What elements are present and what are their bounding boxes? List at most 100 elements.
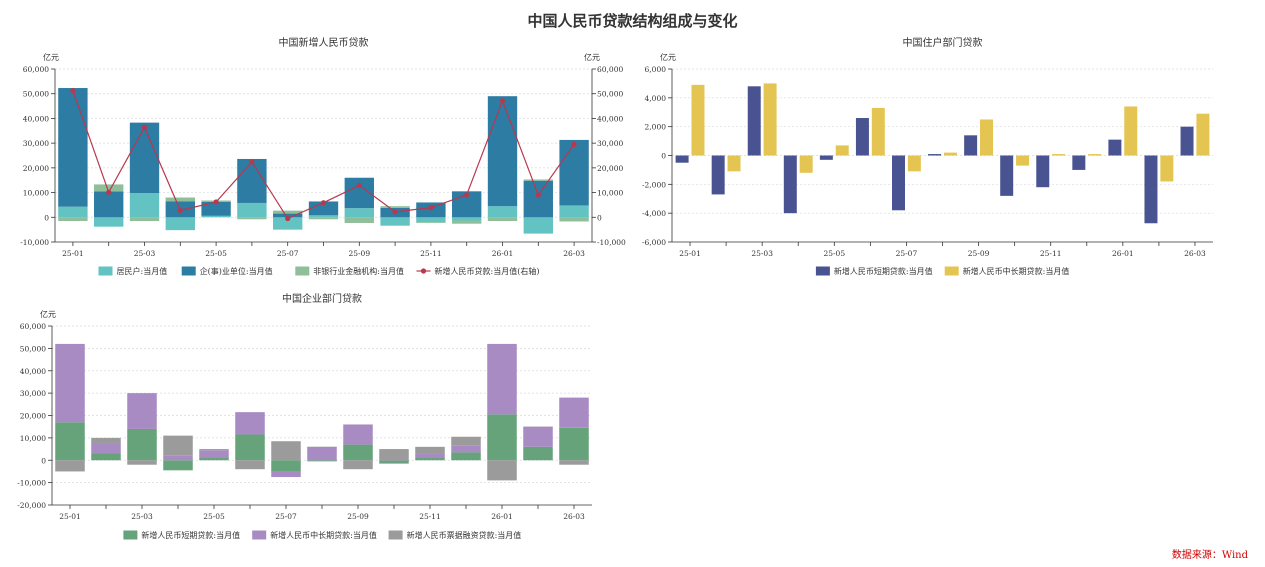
y-tick-label: 2,000 (645, 123, 667, 132)
bar-hh_long (763, 83, 777, 156)
bar-corp_long (235, 412, 265, 435)
bar-hh_short (675, 155, 689, 163)
legend: 新增人民币短期贷款:当月值 新增人民币中长期贷款:当月值 (815, 266, 1070, 276)
bar-hh_short (1072, 155, 1086, 170)
x-tick-label: 25-11 (1040, 249, 1062, 258)
y-tick-label: 10,000 (23, 189, 49, 198)
bar-corporates (94, 191, 124, 218)
bar-corp_long (163, 455, 193, 461)
y-tick-label: 50,000 (23, 90, 49, 99)
y-axis-unit: 亿元 (40, 309, 56, 319)
bar-hh_long (691, 84, 705, 156)
bar-residents (273, 217, 303, 230)
bar-corp_short (523, 446, 553, 461)
total-loans-point (499, 98, 506, 104)
legend-label: 新增人民币短期贷款:当月值 (141, 530, 240, 540)
x-tick-label: 25-07 (277, 249, 299, 258)
bar-nonbank (129, 217, 160, 221)
legend-label: 新增人民币中长期贷款:当月值 (963, 266, 1070, 276)
bar-nonbank (416, 222, 446, 223)
main-title: 中国人民币贷款结构组成与变化 (527, 12, 738, 30)
bar-corp_short (199, 458, 229, 461)
legend-swatch (944, 266, 959, 276)
y-tick-label: 0 (661, 152, 666, 161)
x-tick-label: 25-05 (203, 512, 225, 521)
y-tick-label: 4,000 (645, 94, 667, 103)
bar-residents (237, 202, 267, 218)
bar-nonbank (452, 220, 482, 224)
bar-corp_long (199, 450, 229, 459)
chart-title: 中国住户部门贷款 (903, 36, 983, 49)
bar-corp_bill (55, 460, 85, 472)
x-tick-label: 25-01 (62, 249, 84, 258)
total-loans-point (213, 199, 219, 205)
bar-corp_long (487, 343, 517, 415)
bar-corporates (129, 122, 160, 194)
x-tick-label: 25-09 (348, 249, 370, 258)
bar-nonbank (559, 217, 589, 222)
legend: 居民户:当月值 企(事)业单位:当月值 非银行业金融机构:当月值 新增人民币贷款:当月… (98, 266, 539, 276)
bar-nonbank (273, 210, 303, 214)
bar-hh_short (855, 118, 869, 156)
bar-residents (308, 215, 339, 218)
y2-tick-label: 60,000 (597, 65, 623, 74)
bar-corp_bill (163, 435, 193, 456)
x-tick-label: 25-03 (131, 512, 153, 521)
legend-label: 居民户:当月值 (117, 266, 168, 276)
bar-hh_long (871, 107, 885, 156)
bar-hh_long (727, 155, 741, 172)
y-tick-label: 30,000 (20, 389, 46, 398)
bar-residents (94, 217, 124, 227)
bar-corporates (237, 158, 267, 203)
y-tick-label: 10,000 (20, 434, 46, 443)
bar-corp_short (379, 460, 409, 464)
bar-hh_long (1052, 154, 1066, 156)
x-tick-label: 25-03 (134, 249, 156, 258)
chart-title: 中国新增人民币贷款 (279, 36, 369, 49)
bar-nonbank (487, 217, 518, 221)
bar-corp_long (523, 426, 553, 447)
x-tick-label: 25-05 (823, 249, 845, 258)
total-loans-point (70, 87, 76, 94)
bar-hh_short (1036, 155, 1050, 188)
y2-tick-label: 10,000 (597, 189, 623, 198)
bar-hh_long (1124, 106, 1138, 156)
bar-hh_long (799, 155, 813, 173)
y2-axis-unit: 亿元 (584, 52, 600, 62)
legend-swatch (252, 530, 267, 540)
total-loans-point (141, 124, 148, 130)
bar-residents (129, 193, 160, 218)
bar-corp_long (415, 453, 445, 459)
bar-residents (416, 217, 446, 223)
legend-label: 非银行业金融机构:当月值 (313, 266, 404, 276)
bar-corp_short (343, 444, 373, 461)
bar-corp_bill (199, 449, 229, 451)
y-tick-label: 50,000 (20, 344, 46, 353)
total-loans-point (392, 209, 398, 215)
total-loans-point (106, 189, 112, 195)
y-tick-label: 40,000 (23, 114, 49, 123)
y2-tick-label: 40,000 (597, 114, 623, 123)
bar-corp_bill (271, 441, 301, 461)
bar-corp_bill (127, 460, 157, 465)
bar-hh_short (1000, 155, 1014, 196)
bar-hh_long (1016, 155, 1030, 166)
bar-hh_long (1160, 155, 1174, 182)
bar-corp_long (307, 446, 337, 461)
bar-corp_bill (559, 460, 589, 465)
bar-nonbank (165, 197, 195, 202)
bar-corp_long (55, 343, 85, 423)
bar-nonbank (308, 217, 339, 220)
bar-corporates (559, 139, 589, 206)
total-loans-point (356, 182, 362, 189)
bar-hh_long (1088, 154, 1102, 156)
y-tick-label: 6,000 (645, 65, 667, 74)
total-loans-point (249, 159, 255, 165)
bar-residents (201, 215, 231, 218)
y-axis-unit: 亿元 (43, 52, 59, 62)
bar-residents (380, 217, 410, 226)
bar-corp_long (343, 424, 373, 445)
x-tick-label: 25-09 (968, 249, 990, 258)
legend: 新增人民币短期贷款:当月值 新增人民币中长期贷款:当月值 新增人民币票据融资贷款:当… (123, 530, 521, 540)
